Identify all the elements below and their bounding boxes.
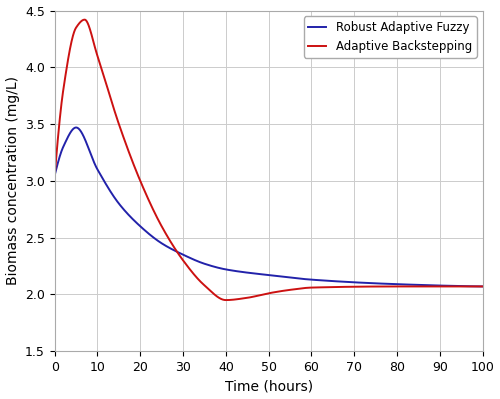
- Robust Adaptive Fuzzy: [480, 284, 486, 289]
- Robust Adaptive Fuzzy: [234, 269, 240, 274]
- Robust Adaptive Fuzzy: [471, 284, 477, 289]
- Robust Adaptive Fuzzy: [100, 178, 106, 183]
- Adaptive Backstepping: [82, 17, 87, 22]
- Adaptive Backstepping: [234, 297, 240, 302]
- Y-axis label: Biomass concentration (mg/L): Biomass concentration (mg/L): [6, 76, 20, 285]
- Legend: Robust Adaptive Fuzzy, Adaptive Backstepping: Robust Adaptive Fuzzy, Adaptive Backstep…: [304, 16, 476, 58]
- Robust Adaptive Fuzzy: [425, 283, 431, 288]
- Adaptive Backstepping: [480, 284, 486, 289]
- Adaptive Backstepping: [472, 284, 478, 289]
- X-axis label: Time (hours): Time (hours): [224, 379, 312, 393]
- Robust Adaptive Fuzzy: [52, 173, 58, 178]
- Adaptive Backstepping: [426, 284, 432, 289]
- Robust Adaptive Fuzzy: [73, 125, 79, 130]
- Robust Adaptive Fuzzy: [216, 266, 222, 271]
- Robust Adaptive Fuzzy: [126, 213, 132, 218]
- Adaptive Backstepping: [223, 298, 229, 302]
- Adaptive Backstepping: [126, 150, 132, 155]
- Adaptive Backstepping: [52, 173, 58, 178]
- Adaptive Backstepping: [100, 73, 106, 78]
- Line: Adaptive Backstepping: Adaptive Backstepping: [54, 20, 482, 300]
- Line: Robust Adaptive Fuzzy: Robust Adaptive Fuzzy: [54, 128, 482, 286]
- Adaptive Backstepping: [216, 295, 222, 300]
